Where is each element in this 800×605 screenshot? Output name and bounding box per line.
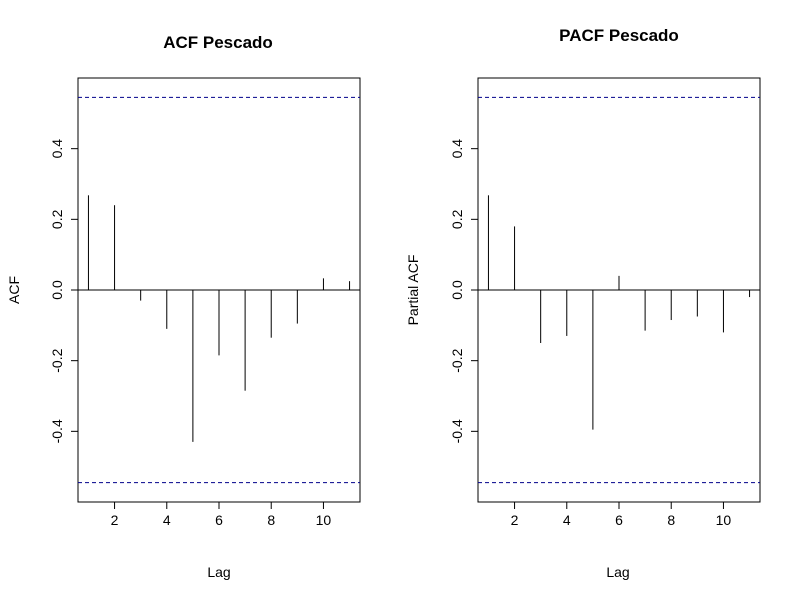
pacf-y-axis-label: Partial ACF bbox=[405, 255, 421, 326]
pacf-y-tick-label: 0.2 bbox=[449, 209, 465, 229]
pacf-x-tick-label: 4 bbox=[563, 512, 571, 528]
acf-panel: ACF Pescado ACF Lag 2 4 6 8 10 -0.4 -0.2 0.0 0.2… bbox=[6, 33, 361, 580]
pacf-y-tick-label: -0.2 bbox=[449, 348, 465, 372]
pacf-x-axis-label: Lag bbox=[606, 564, 629, 580]
acf-y-tick-label: 0.4 bbox=[49, 139, 65, 159]
acf-y-tick-label: -0.2 bbox=[49, 348, 65, 372]
acf-y-tick-label: 0.0 bbox=[49, 280, 65, 300]
pacf-y-tick-label: 0.0 bbox=[449, 280, 465, 300]
acf-x-tick-label: 10 bbox=[316, 512, 332, 528]
pacf-panel: PACF Pescado Partial ACF Lag 2 4 6 8 10 -0.4 -… bbox=[405, 26, 761, 580]
pacf-x-tick-label: 6 bbox=[615, 512, 623, 528]
pacf-data-layer: 2 4 6 8 10 -0.4 -0.2 0.0 0.2 0.4 bbox=[449, 96, 760, 528]
acf-y-tick-label: 0.2 bbox=[49, 209, 65, 229]
acf-data-layer: 2 4 6 8 10 -0.4 -0.2 0.0 0.2 0.4 bbox=[49, 96, 360, 528]
pacf-x-tick-label: 2 bbox=[511, 512, 519, 528]
acf-y-axis-label: ACF bbox=[6, 276, 22, 304]
pacf-y-tick-label: 0.4 bbox=[449, 139, 465, 159]
pacf-title: PACF Pescado bbox=[559, 26, 679, 45]
acf-x-tick-label: 8 bbox=[267, 512, 275, 528]
acf-x-tick-label: 4 bbox=[163, 512, 171, 528]
acf-y-tick-label: -0.4 bbox=[49, 419, 65, 443]
acf-x-tick-label: 6 bbox=[215, 512, 223, 528]
acf-x-tick-label: 2 bbox=[111, 512, 119, 528]
acf-title: ACF Pescado bbox=[163, 33, 273, 52]
acf-x-axis-label: Lag bbox=[207, 564, 230, 580]
pacf-x-tick-label: 8 bbox=[667, 512, 675, 528]
pacf-x-tick-label: 10 bbox=[716, 512, 732, 528]
pacf-y-tick-label: -0.4 bbox=[449, 419, 465, 443]
